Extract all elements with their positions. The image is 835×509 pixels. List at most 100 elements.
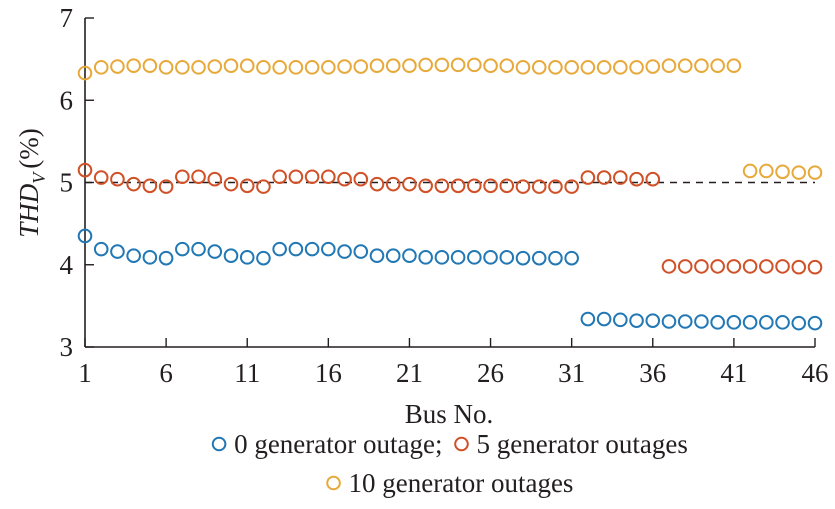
data-point	[710, 315, 725, 330]
data-point	[531, 60, 547, 75]
y-axis-title-subscript: V	[29, 171, 49, 184]
data-point	[191, 60, 206, 75]
data-point	[402, 58, 417, 74]
data-point	[661, 314, 677, 329]
y-tick-label: 6	[60, 85, 74, 115]
data-point	[337, 244, 352, 259]
data-point	[175, 169, 190, 185]
data-point	[304, 241, 320, 257]
data-point	[353, 59, 369, 74]
legend-label: 5 generator outages	[476, 429, 687, 459]
data-point	[613, 60, 628, 75]
data-point	[304, 169, 320, 185]
data-point	[191, 169, 206, 185]
data-point	[742, 315, 758, 330]
data-point	[223, 248, 239, 264]
data-point	[369, 58, 385, 74]
data-point	[239, 250, 255, 265]
data-point	[239, 178, 255, 194]
data-point	[126, 176, 141, 192]
data-point	[207, 244, 223, 259]
data-point	[629, 171, 644, 187]
data-point	[694, 58, 709, 74]
data-point	[223, 58, 239, 74]
data-point	[450, 178, 466, 194]
data-point	[775, 259, 790, 274]
data-point	[515, 60, 531, 75]
data-point	[321, 60, 336, 75]
data-point	[93, 241, 109, 257]
data-point	[596, 60, 612, 75]
data-point	[191, 241, 206, 257]
x-tick-label: 6	[159, 358, 173, 388]
data-point	[77, 228, 93, 244]
legend-marker	[326, 475, 341, 491]
axes	[84, 17, 816, 348]
data-point	[483, 58, 498, 74]
x-tick-label: 31	[558, 358, 585, 388]
data-point	[337, 59, 352, 74]
data-point	[661, 259, 677, 274]
data-point	[434, 178, 450, 194]
data-point	[710, 259, 725, 274]
data-point	[759, 315, 774, 330]
x-tick-label: 26	[477, 358, 504, 388]
data-point	[142, 58, 158, 74]
data-point	[499, 58, 515, 74]
data-point	[158, 60, 174, 75]
data-point	[353, 171, 369, 187]
data-point	[321, 241, 336, 257]
legend-row: 10 generator outages	[326, 468, 573, 498]
data-point	[223, 176, 239, 192]
data-point	[694, 259, 709, 274]
data-point	[110, 244, 125, 259]
data-point	[645, 59, 661, 74]
data-point	[483, 250, 498, 265]
data-point	[467, 178, 482, 194]
data-point	[337, 171, 352, 187]
data-point	[369, 176, 385, 192]
data-point	[385, 176, 401, 192]
data-point	[726, 259, 742, 274]
legend: 0 generator outage; 5 generator outages 10…	[211, 429, 688, 498]
data-point	[548, 60, 563, 75]
data-point	[580, 311, 596, 327]
data-point	[791, 259, 807, 275]
data-point	[661, 58, 677, 74]
data-point	[807, 259, 823, 275]
data-point	[126, 248, 141, 264]
data-point	[596, 311, 612, 327]
data-point	[759, 259, 774, 274]
data-point	[807, 165, 823, 180]
data-point	[207, 171, 223, 187]
data-point	[450, 57, 466, 73]
data-point	[434, 250, 450, 265]
data-point	[483, 178, 498, 194]
data-point	[272, 169, 287, 185]
data-point	[694, 314, 709, 329]
data-point	[775, 164, 790, 180]
data-point	[531, 179, 547, 194]
y-tick-label: 4	[60, 250, 74, 280]
data-point	[807, 315, 823, 331]
data-point	[239, 58, 255, 74]
data-point	[596, 170, 612, 185]
y-tick-label: 3	[60, 332, 74, 362]
data-point	[77, 162, 93, 178]
data-point	[677, 259, 693, 274]
data-point	[110, 171, 125, 187]
data-point	[207, 59, 223, 74]
data-point	[175, 241, 190, 257]
series-0	[77, 228, 823, 331]
data-point	[677, 58, 693, 74]
y-axis-title: THDV (%)	[14, 128, 49, 238]
data-point	[256, 250, 271, 266]
data-point	[775, 315, 790, 330]
data-point	[369, 248, 385, 264]
data-point	[434, 57, 450, 73]
data-point	[645, 313, 661, 328]
data-point	[564, 179, 579, 194]
data-point	[110, 59, 125, 74]
